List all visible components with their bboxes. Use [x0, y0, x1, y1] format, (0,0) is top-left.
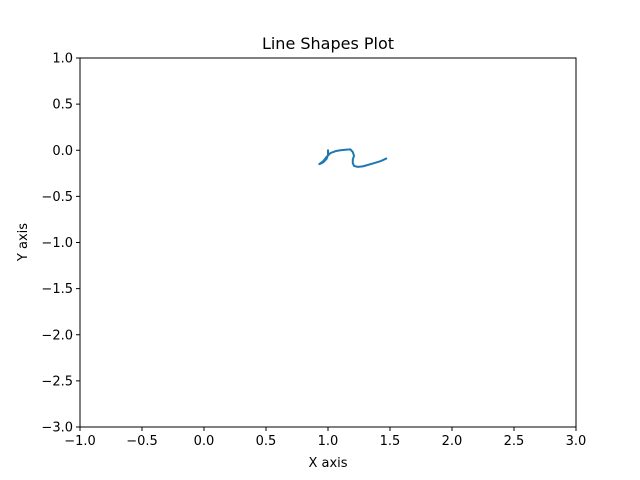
x-tick-label: 2.0 [442, 434, 463, 449]
y-tick-label: −0.5 [41, 190, 73, 205]
y-tick-label: −1.5 [41, 282, 73, 297]
x-tick-label: 2.5 [504, 434, 525, 449]
series-line [318, 148, 388, 168]
x-tick-label: 3.0 [566, 434, 587, 449]
x-tick-label: −0.5 [126, 434, 158, 449]
y-tick-label: −2.0 [41, 328, 73, 343]
x-ticks: −1.0 −0.5 0.0 0.5 1.0 1.5 2.0 2.5 3.0 [64, 427, 586, 449]
x-tick-label: 0.5 [256, 434, 277, 449]
plot-area [80, 58, 576, 427]
x-tick-label: 1.5 [380, 434, 401, 449]
x-tick-label: 0.0 [194, 434, 215, 449]
y-ticks: 1.0 0.5 0.0 −0.5 −1.0 −1.5 −2.0 −2.5 −3.0 [41, 52, 80, 436]
x-axis-label: X axis [308, 456, 347, 471]
y-tick-label: −1.0 [41, 236, 73, 251]
y-tick-label: 0.0 [52, 144, 73, 159]
y-tick-label: −3.0 [41, 421, 73, 436]
y-tick-label: −2.5 [41, 374, 73, 389]
x-tick-label: −1.0 [64, 434, 96, 449]
series-layer [318, 148, 388, 168]
y-tick-label: 0.5 [52, 98, 73, 113]
chart-title: Line Shapes Plot [262, 34, 394, 53]
x-tick-label: 1.0 [318, 434, 339, 449]
y-axis-label: Y axis [16, 223, 31, 262]
y-tick-label: 1.0 [52, 52, 73, 67]
